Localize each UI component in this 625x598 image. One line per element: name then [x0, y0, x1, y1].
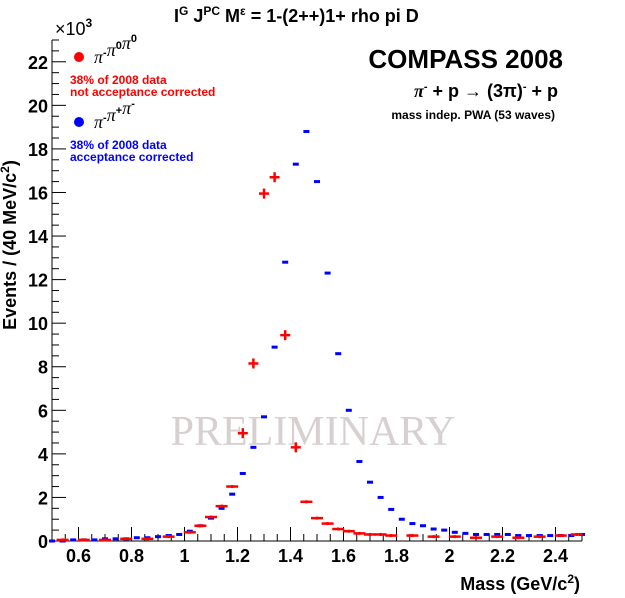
- x-tick-label: 1.4: [278, 546, 303, 566]
- x-tick-label: 0.8: [119, 546, 144, 566]
- legend-marker: [74, 52, 84, 62]
- data-point-pi-minus-pi0-pi0: [205, 515, 217, 519]
- x-tick-label: 1: [179, 546, 189, 566]
- legend-marker: [74, 117, 84, 127]
- pwa-note: mass indep. PWA (53 waves): [391, 108, 555, 122]
- data-point-pi-minus-pi0-pi0: [406, 534, 419, 538]
- y-tick-label: 0: [38, 532, 48, 552]
- y-tick-label: 12: [28, 271, 48, 291]
- legend-label: π-π0π0: [94, 33, 137, 67]
- data-point-pi-minus-pi0-pi0: [215, 504, 228, 508]
- data-point-pi-minus-pi0-pi0: [248, 358, 259, 369]
- data-point-pi-minus-pi0-pi0: [533, 535, 546, 539]
- data-point-pi-minus-pi0-pi0: [269, 172, 280, 183]
- data-point-pi-minus-pi0-pi0: [183, 530, 196, 534]
- legend-note: not acceptance corrected: [70, 85, 215, 99]
- y-tick-label: 8: [38, 358, 48, 378]
- experiment-label: COMPASS 2008: [368, 44, 563, 74]
- x-axis-label: Mass (GeV/c2): [460, 572, 580, 594]
- data-point-pi-minus-pi0-pi0: [353, 531, 366, 535]
- x-tick-label: 2.2: [490, 546, 515, 566]
- data-point-pi-minus-pi0-pi0: [470, 536, 482, 540]
- reaction-label: π- + p → (3π)- + p: [414, 81, 558, 101]
- data-point-pi-minus-pi0-pi0: [259, 188, 269, 199]
- data-point-pi-minus-pi0-pi0: [56, 538, 69, 542]
- data-point-pi-minus-pi0-pi0: [120, 537, 133, 541]
- x-tick-label: 2: [444, 546, 454, 566]
- y-tick-label: 10: [28, 314, 48, 334]
- data-point-pi-minus-pi0-pi0: [448, 535, 461, 539]
- x-tick-label: 1.2: [225, 546, 250, 566]
- data-point-pi-minus-pi0-pi0: [321, 522, 334, 526]
- legend-note: 38% of 2008 data: [70, 73, 167, 87]
- data-point-pi-minus-pi0-pi0: [194, 524, 207, 528]
- data-point-pi-minus-pi0-pi0: [226, 485, 239, 489]
- data-point-pi-minus-pi0-pi0: [427, 535, 440, 539]
- data-point-pi-minus-pi0-pi0: [280, 330, 291, 341]
- y-tick-label: 20: [28, 96, 48, 116]
- y-tick-label: 18: [28, 140, 48, 160]
- legend-note: 38% of 2008 data: [70, 138, 167, 152]
- legend-note: acceptance corrected: [70, 150, 193, 164]
- axes: 0 2 4 6 8 10 12 14 16 18 20 22 0.6 0.8 1 1.2 1.4 1.6 1.8 2 2…: [28, 39, 583, 566]
- data-point-pi-minus-pi0-pi0: [554, 534, 567, 538]
- y-axis-label: Events / (40 MeV/c2): [0, 160, 20, 330]
- watermark: PRELIMINARY: [171, 409, 456, 455]
- y-tick-label: 4: [38, 445, 48, 465]
- data-point-pi-minus-pi0-pi0: [570, 532, 583, 536]
- data-point-pi-minus-pi0-pi0: [364, 532, 376, 536]
- data-point-pi-minus-pi0-pi0: [300, 500, 313, 504]
- data-point-pi-minus-pi0-pi0: [141, 537, 154, 541]
- data-series: [49, 129, 585, 543]
- chart-title: IG JPC Mε = 1-(2++)1+ rho pi D: [174, 4, 419, 26]
- data-point-pi-minus-pi0-pi0: [374, 532, 387, 536]
- data-point-pi-minus-pi0-pi0: [311, 516, 323, 520]
- data-point-pi-minus-pi0-pi0: [332, 527, 345, 531]
- data-point-pi-minus-pi0-pi0: [237, 428, 248, 439]
- y-tick-label: 6: [38, 401, 48, 421]
- data-point-pi-minus-pi0-pi0: [99, 538, 111, 542]
- x-tick-label: 1.8: [384, 546, 409, 566]
- legend-label: π-π+π-: [94, 98, 135, 132]
- x-tick-label: 1.6: [331, 546, 356, 566]
- data-point-pi-minus-pi0-pi0: [342, 529, 355, 533]
- data-point-pi-minus-pi0-pi0: [491, 535, 504, 539]
- x-tick-label: 2.4: [543, 546, 568, 566]
- x-tick-label: 0.6: [66, 546, 91, 566]
- data-point-pi-minus-pi0-pi0: [290, 442, 301, 453]
- data-point-pi-minus-pi0-pi0: [162, 535, 175, 539]
- y-tick-label: 14: [28, 227, 48, 247]
- data-point-pi-minus-pi0-pi0: [512, 536, 525, 540]
- data-point-pi-minus-pi0-pi0: [385, 534, 398, 538]
- data-point-pi-minus-pi0-pi0: [77, 538, 90, 542]
- y-tick-label: 2: [38, 488, 48, 508]
- y-tick-label: 22: [28, 53, 48, 73]
- y-axis-exponent: ×103: [55, 16, 93, 39]
- y-tick-label: 16: [28, 183, 48, 203]
